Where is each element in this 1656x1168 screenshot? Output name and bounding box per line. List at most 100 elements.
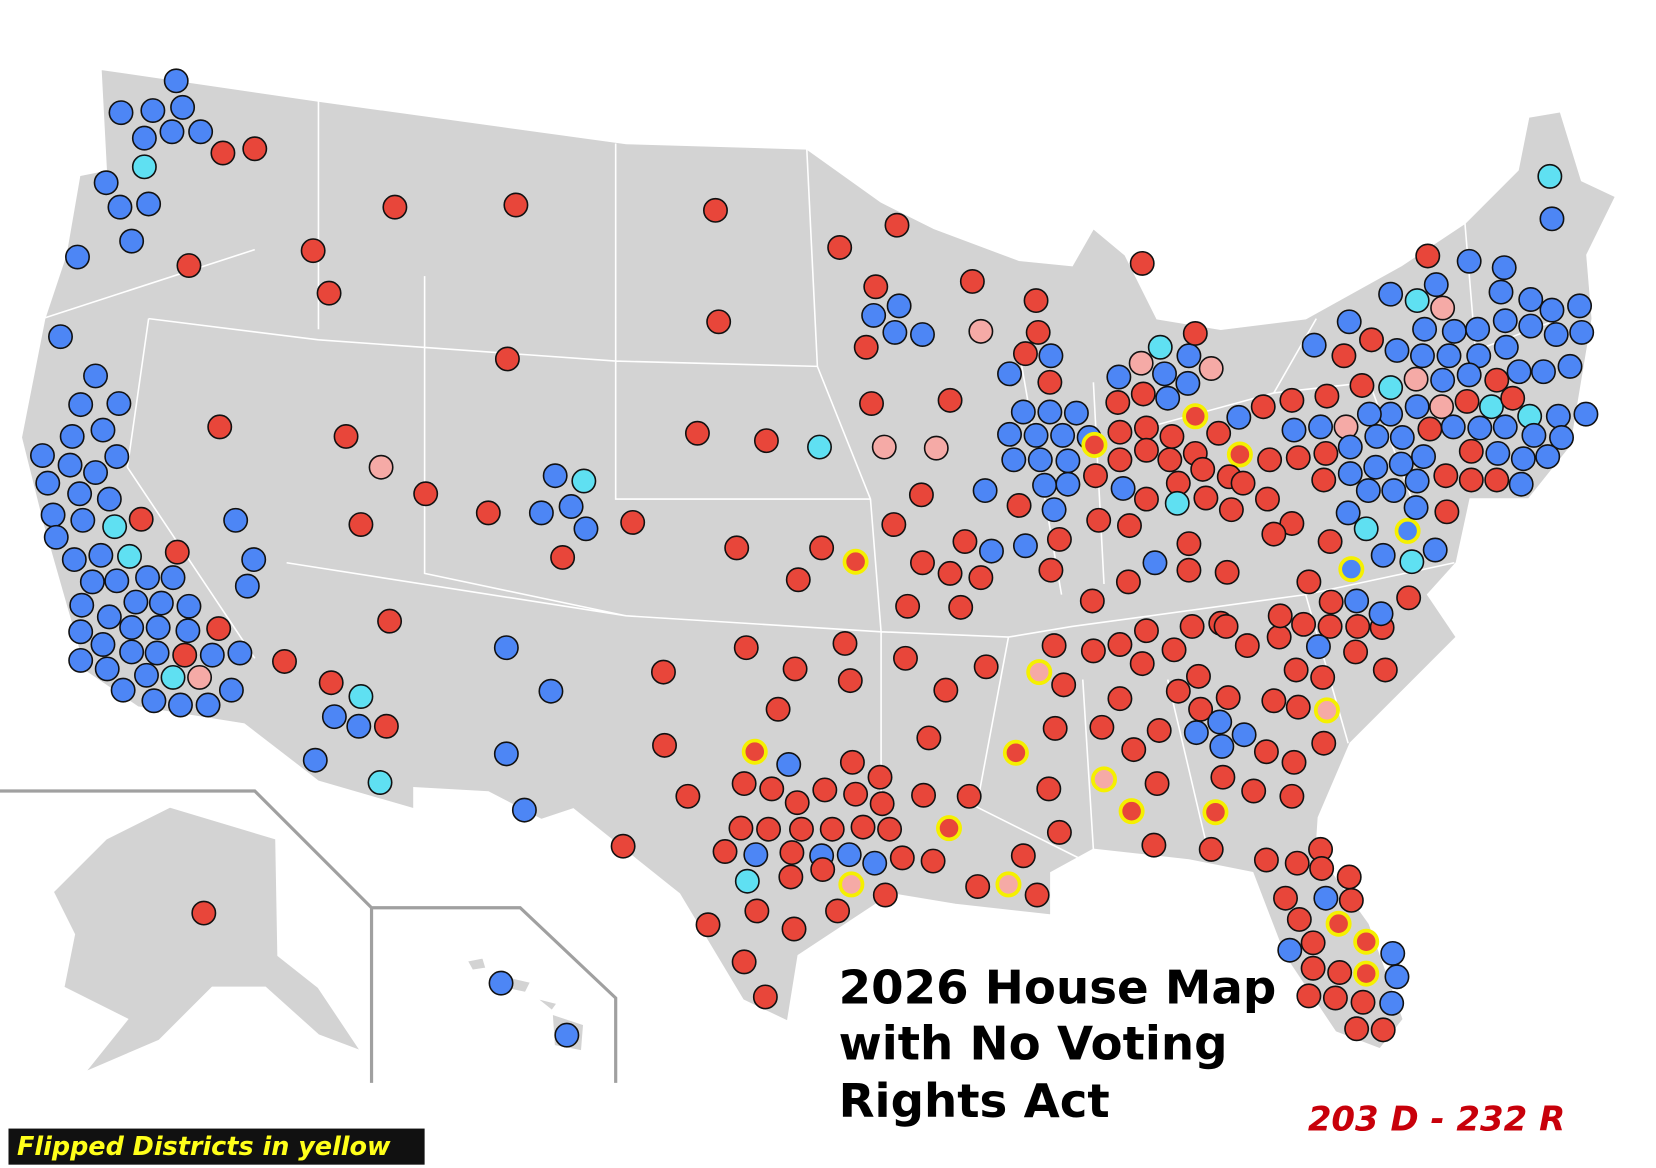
district-dot (1429, 394, 1455, 420)
district-dot (227, 640, 253, 666)
district-dot (1250, 394, 1276, 420)
district-dot (90, 632, 116, 657)
district-dot (1032, 472, 1058, 498)
district-dot (1436, 343, 1462, 369)
district-dot (1291, 611, 1317, 637)
district-dot (550, 544, 576, 570)
district-dot (1055, 471, 1081, 497)
district-dot (59, 423, 85, 449)
district-dot (348, 512, 374, 538)
district-dot (997, 361, 1022, 387)
district-dot (859, 391, 884, 417)
district-dot (61, 547, 87, 573)
district-dot (1121, 737, 1147, 763)
district-dot (223, 507, 249, 533)
flipped-district-dot (842, 548, 869, 575)
district-dot (1537, 163, 1563, 189)
district-dot (234, 573, 260, 599)
district-dot (102, 514, 128, 540)
district-dot (1214, 559, 1240, 585)
district-dot (1190, 456, 1216, 482)
district-dot (187, 664, 213, 690)
district-dot (542, 463, 568, 489)
flipped-district-dot (1325, 910, 1352, 937)
district-dot (493, 741, 519, 767)
flipped-district-dot (1394, 517, 1421, 544)
district-dot (1230, 470, 1256, 496)
district-dot (1110, 475, 1136, 501)
district-dot (348, 684, 374, 709)
district-dot (511, 797, 537, 823)
district-dot (48, 324, 73, 350)
district-dot (302, 747, 328, 773)
district-dot (1343, 639, 1369, 665)
district-dot (1036, 776, 1062, 802)
district-dot (1336, 864, 1362, 890)
district-dot (1349, 373, 1375, 398)
district-dot (839, 749, 865, 775)
district-dot (1086, 507, 1112, 533)
district-dot (106, 391, 132, 417)
district-dot (493, 635, 519, 661)
district-dot (776, 751, 802, 777)
legend-note: Flipped Districts in yellow (17, 1132, 391, 1162)
district-dot (1023, 288, 1049, 314)
district-dot (1042, 715, 1068, 741)
district-dot (1218, 497, 1244, 523)
district-dot (1023, 422, 1049, 448)
district-dot (242, 136, 268, 162)
district-dot (1183, 720, 1209, 746)
district-dot (819, 816, 845, 842)
district-dot (382, 194, 408, 220)
district-dot (1317, 613, 1343, 639)
district-dot (1417, 416, 1443, 442)
district-dot (863, 274, 889, 300)
district-dot (148, 590, 174, 616)
district-dot (788, 816, 814, 842)
district-dot (188, 119, 214, 145)
district-dot (1545, 403, 1571, 429)
district-dot (79, 569, 105, 595)
district-dot (1318, 589, 1344, 615)
district-dot (886, 293, 912, 319)
district-dot (1198, 836, 1224, 862)
district-dot (1337, 461, 1363, 487)
district-dot (104, 444, 130, 470)
district-dot (1213, 613, 1239, 639)
district-dot (881, 512, 907, 538)
district-dot (1345, 613, 1371, 639)
district-dot (1396, 585, 1422, 611)
district-dot (862, 850, 888, 876)
district-dot (1363, 454, 1389, 480)
district-dot (1186, 663, 1211, 689)
district-dot (488, 970, 514, 996)
district-dot (1176, 343, 1202, 369)
district-dot (1484, 467, 1510, 493)
district-dot (843, 781, 869, 807)
district-dot (145, 615, 171, 640)
district-dot (1456, 248, 1482, 274)
district-dot (119, 228, 145, 254)
district-dot (136, 191, 162, 217)
district-dot (1165, 678, 1191, 704)
district-dot (837, 668, 863, 694)
district-dot (140, 98, 166, 124)
district-dot (956, 783, 982, 809)
district-dot (1266, 624, 1292, 650)
district-dot (1296, 983, 1322, 1009)
district-dot (68, 647, 94, 673)
district-dot (68, 619, 94, 645)
district-dot (853, 334, 879, 360)
district-dot (910, 322, 935, 348)
district-dot (1478, 394, 1504, 420)
district-dot (1176, 557, 1202, 583)
district-dot (1209, 733, 1235, 759)
district-dot (176, 253, 202, 279)
district-dot (1378, 375, 1404, 401)
district-dot (1024, 882, 1050, 908)
district-dot (167, 692, 193, 718)
district-dot (218, 677, 244, 703)
district-dot (861, 302, 887, 328)
flipped-district-dot (1313, 697, 1340, 724)
district-dot (997, 421, 1022, 447)
